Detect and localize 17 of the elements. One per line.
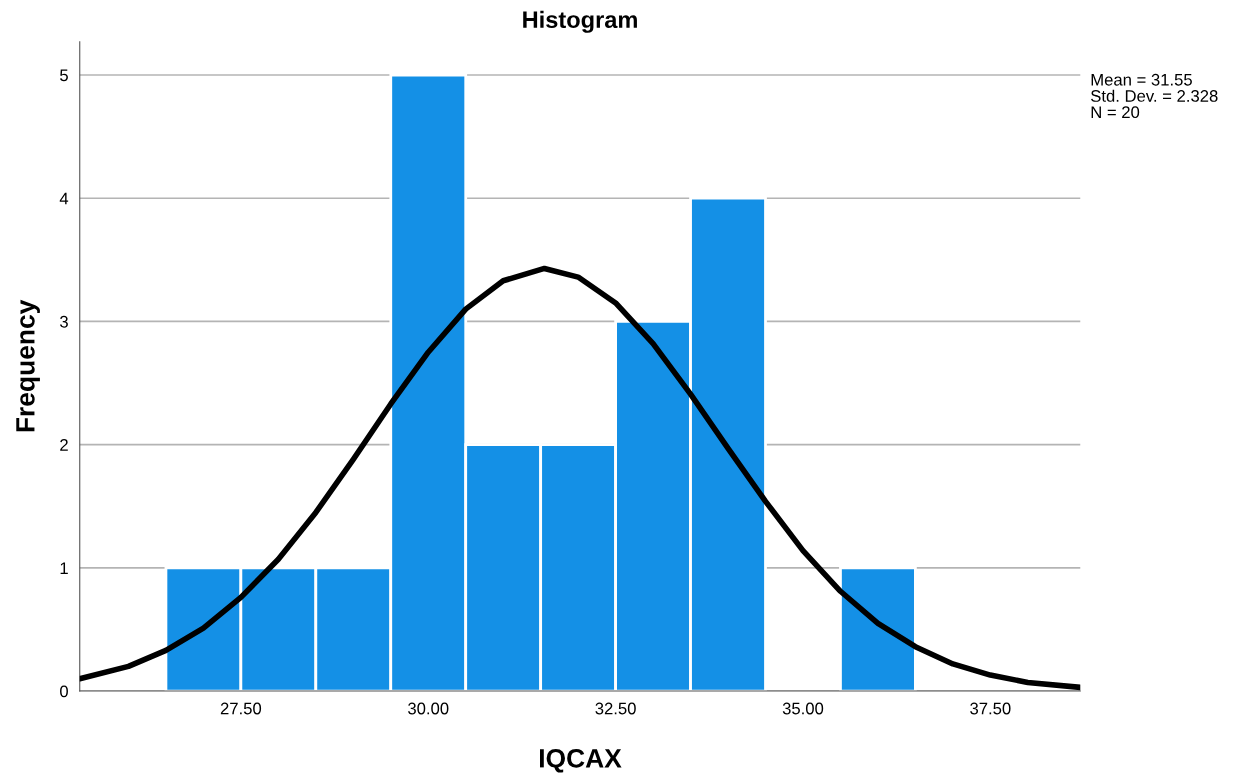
chart-title: Histogram [523, 10, 637, 33]
x-tick-label: 27.50 [220, 702, 262, 715]
x-tick-label: 30.00 [408, 702, 449, 715]
y-tick-label: 3 [60, 315, 68, 328]
text: Mean = 31.55 [1091, 73, 1192, 86]
y-tick-label: 4 [59, 192, 69, 205]
y-tick-label: 0 [60, 685, 68, 698]
x-tick-label: 32.50 [595, 702, 636, 715]
y-tick-label: 5 [60, 69, 68, 82]
x-tick-label: 37.50 [970, 702, 1011, 715]
y-tick-label: 2 [60, 439, 68, 451]
text: Std. Dev. = 2.328 [1091, 89, 1218, 102]
x-tick-label: 35.00 [782, 702, 824, 715]
text: N = 20 [1091, 106, 1140, 119]
y-tick-label: 1 [60, 562, 68, 574]
y-axis-title: Frequency [16, 299, 40, 432]
x-axis-title: IQCAX [539, 748, 622, 773]
